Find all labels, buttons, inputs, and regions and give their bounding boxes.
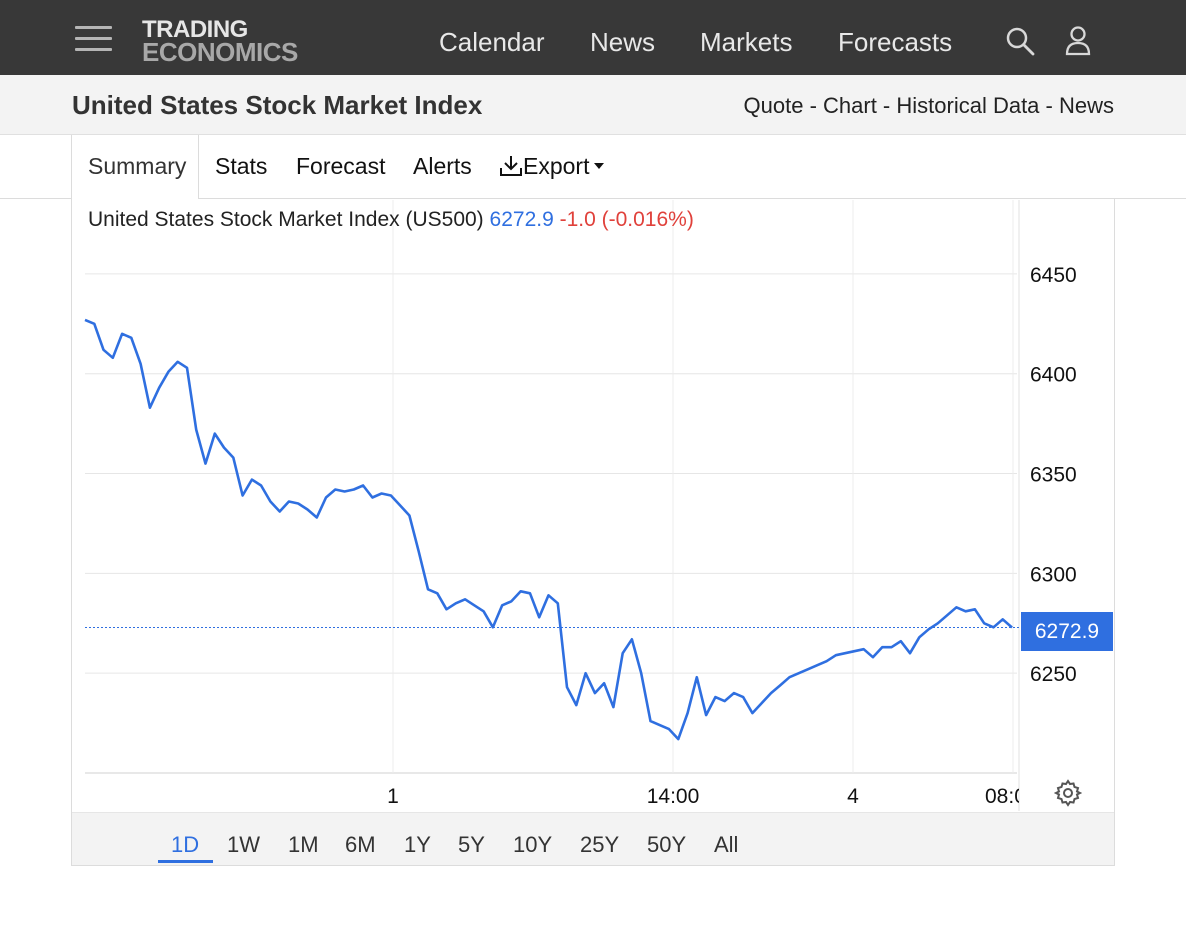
chart-header: United States Stock Market Index (US500)…	[88, 208, 694, 232]
menu-icon[interactable]	[75, 24, 112, 52]
range-button-25y[interactable]: 25Y	[580, 832, 620, 857]
crumb-historical-data[interactable]: Historical Data	[896, 93, 1040, 118]
tab-alerts[interactable]: Alerts	[413, 153, 472, 179]
range-active-indicator	[158, 860, 213, 863]
crumb-quote[interactable]: Quote	[743, 93, 804, 118]
user-icon[interactable]	[1064, 25, 1092, 57]
export-button[interactable]: Export	[499, 153, 606, 180]
tab-stats[interactable]: Stats	[215, 153, 268, 179]
top-nav-bar: TRADING ECONOMICS Calendar News Markets …	[0, 0, 1186, 75]
logo-line-2: ECONOMICS	[142, 37, 298, 67]
nav-link-news[interactable]: News	[590, 27, 656, 57]
price-series-line	[84, 318, 1013, 741]
tab-bar: Summary Stats Forecast Alerts Export	[0, 135, 1186, 199]
current-price-label: 6272.9	[1021, 612, 1113, 651]
range-button-1d[interactable]: 1D	[171, 832, 200, 857]
y-tick-label: 6300	[1030, 563, 1077, 586]
x-tick-label: 08:0	[985, 785, 1026, 808]
title-bar: United States Stock Market Index Quote -…	[0, 75, 1186, 135]
crumb-news[interactable]: News	[1058, 93, 1114, 118]
tab-forecast[interactable]: Forecast	[296, 153, 386, 179]
logo[interactable]: TRADING ECONOMICS	[142, 16, 298, 67]
chart-panel	[71, 199, 1115, 866]
x-axis: 1 14:00 4 08:0	[387, 785, 1026, 808]
y-tick-label: 6450	[1030, 264, 1077, 287]
crumb-chart[interactable]: Chart	[823, 93, 877, 118]
caret-down-icon	[594, 163, 605, 169]
logo-line-1: TRADING	[142, 16, 248, 43]
nav-link-forecasts[interactable]: Forecasts	[838, 27, 953, 57]
crumb-separator: -	[1039, 93, 1059, 118]
range-selector: 1D 1W 1M 6M 1Y 5Y 10Y 25Y 50Y All	[72, 812, 1114, 865]
search-icon[interactable]	[1005, 25, 1035, 57]
page-title: United States Stock Market Index	[72, 90, 483, 120]
range-button-1y[interactable]: 1Y	[404, 832, 431, 857]
tab-summary[interactable]: Summary	[71, 135, 199, 199]
breadcrumb: Quote - Chart - Historical Data - News	[744, 93, 1114, 119]
range-button-10y[interactable]: 10Y	[513, 832, 553, 857]
range-button-all[interactable]: All	[714, 832, 739, 857]
nav-link-calendar[interactable]: Calendar	[439, 27, 545, 57]
range-button-6m[interactable]: 6M	[345, 832, 376, 857]
chart-grid	[85, 200, 1020, 811]
tab-summary-label: Summary	[88, 153, 187, 179]
x-tick-label: 14:00	[647, 785, 700, 808]
x-tick-label: 4	[847, 785, 859, 808]
export-label: Export	[523, 153, 590, 179]
range-button-5y[interactable]: 5Y	[458, 832, 485, 857]
y-tick-label: 6250	[1030, 663, 1077, 686]
nav-link-markets[interactable]: Markets	[700, 27, 793, 57]
crumb-separator: -	[876, 93, 897, 118]
range-button-50y[interactable]: 50Y	[647, 832, 687, 857]
price-change: -1.0 (-0.016%)	[559, 208, 694, 231]
instrument-name: United States Stock Market Index (US500)	[88, 208, 484, 231]
x-tick-label: 1	[387, 785, 399, 808]
y-tick-label: 6400	[1030, 364, 1077, 387]
gear-icon[interactable]	[1054, 779, 1082, 807]
current-price: 6272.9	[489, 208, 554, 231]
download-icon	[500, 156, 522, 176]
y-axis: 6250 6300 6350 6400 6450	[1030, 264, 1077, 686]
range-button-1w[interactable]: 1W	[227, 832, 260, 857]
y-tick-label: 6350	[1030, 464, 1077, 487]
crumb-separator: -	[803, 93, 824, 118]
range-button-1m[interactable]: 1M	[288, 832, 319, 857]
